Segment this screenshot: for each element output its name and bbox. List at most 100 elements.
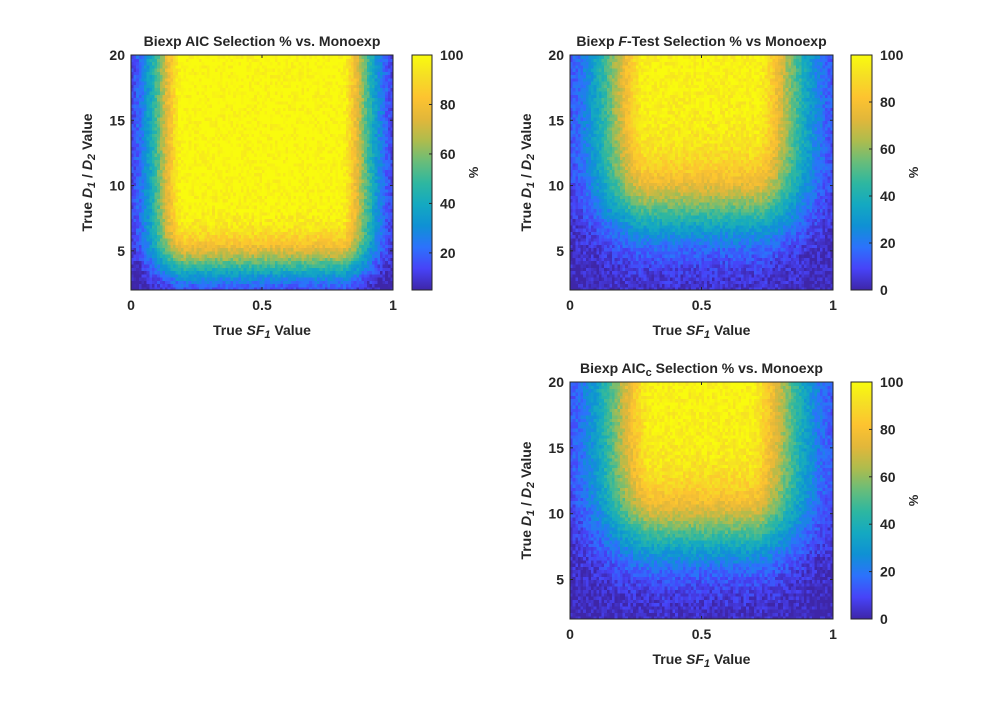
heatmap-cell — [199, 263, 203, 268]
heatmap-cell — [374, 241, 378, 245]
heatmap-cell — [377, 227, 381, 232]
heatmap-cell — [214, 254, 219, 258]
heatmap-cell — [348, 244, 352, 249]
heatmap-cell — [131, 280, 135, 285]
heatmap-cell — [377, 260, 381, 265]
heatmap-cell — [327, 257, 331, 262]
heatmap-cell — [288, 263, 292, 268]
heatmap-cell — [296, 260, 300, 265]
heatmap-cell — [356, 263, 360, 268]
heatmap-cell — [314, 267, 318, 272]
heatmap-cell — [366, 247, 371, 252]
heatmap-cell — [285, 276, 289, 281]
heatmap-cell — [175, 250, 179, 255]
heatmap-cell — [351, 254, 355, 258]
heatmap-cell — [154, 234, 158, 239]
heatmap-cell — [298, 286, 302, 291]
heatmap-cell — [290, 263, 295, 268]
heatmap-cell — [159, 254, 164, 258]
heatmap-cell — [175, 286, 179, 291]
heatmap-cell — [269, 276, 274, 281]
heatmap-cell — [230, 270, 234, 275]
heatmap-cell — [301, 263, 305, 268]
heatmap-cell — [201, 227, 205, 232]
heatmap-cell — [356, 227, 360, 232]
heatmap-cell — [196, 280, 200, 285]
heatmap-cell — [186, 260, 190, 265]
heatmap-cell — [345, 273, 350, 278]
heatmap-cell — [259, 257, 263, 262]
heatmap-cell — [133, 283, 137, 288]
heatmap-cell — [193, 241, 198, 245]
heatmap-cell — [296, 263, 300, 268]
heatmap-cell — [311, 231, 315, 236]
heatmap-cell — [390, 280, 394, 285]
heatmap-cell — [275, 260, 279, 265]
heatmap-cell — [311, 244, 315, 249]
heatmap-cell — [382, 257, 386, 262]
heatmap-cell — [162, 234, 166, 239]
heatmap-cell — [151, 241, 156, 245]
heatmap-cell — [267, 263, 271, 268]
heatmap-cell — [204, 234, 208, 239]
heatmap-cell — [309, 273, 313, 278]
heatmap-cell — [149, 241, 153, 245]
heatmap-cell — [154, 260, 158, 265]
heatmap-cell — [324, 276, 329, 281]
heatmap-cell — [154, 276, 158, 281]
heatmap-cell — [264, 241, 268, 245]
heatmap-cell — [288, 286, 292, 291]
heatmap-cell — [272, 273, 276, 278]
heatmap-cell — [222, 247, 226, 252]
heatmap-cell — [162, 283, 166, 288]
heatmap-cell — [322, 250, 326, 255]
heatmap-cell — [230, 250, 234, 255]
heatmap-cell — [390, 276, 394, 281]
heatmap-cell — [159, 231, 164, 236]
heatmap-cell — [214, 231, 219, 236]
heatmap-cell — [170, 263, 174, 268]
heatmap-cell — [317, 276, 321, 281]
heatmap-cell — [332, 244, 336, 249]
heatmap-cell — [309, 283, 313, 288]
heatmap-cell — [364, 257, 368, 262]
heatmap-cell — [144, 247, 148, 252]
heatmap-cell — [322, 231, 326, 236]
heatmap-cell — [382, 241, 386, 245]
heatmap-cell — [303, 283, 308, 288]
heatmap-cell — [241, 227, 245, 232]
heatmap-cell — [306, 237, 310, 242]
heatmap-cell — [345, 263, 350, 268]
heatmap-cell — [188, 231, 192, 236]
heatmap-cell — [382, 267, 386, 272]
heatmap-cell — [154, 263, 158, 268]
heatmap-cell — [372, 267, 376, 272]
heatmap-cell — [227, 276, 232, 281]
heatmap-cell — [340, 276, 344, 281]
heatmap-cell — [379, 286, 384, 291]
heatmap-cell — [206, 273, 211, 278]
heatmap-cell — [385, 273, 389, 278]
heatmap-cell — [364, 280, 368, 285]
heatmap-cell — [191, 237, 195, 242]
heatmap-cell — [364, 263, 368, 268]
heatmap-cell — [387, 234, 391, 239]
heatmap-cell — [136, 270, 140, 275]
heatmap-cell — [154, 254, 158, 258]
heatmap-cell — [212, 234, 216, 239]
heatmap-cell — [324, 260, 329, 265]
heatmap-cell — [332, 234, 336, 239]
heatmap-cell — [301, 257, 305, 262]
heatmap-cell — [374, 286, 378, 291]
heatmap-cell — [267, 276, 271, 281]
heatmap-cell — [209, 244, 213, 249]
heatmap-cell — [230, 227, 234, 232]
heatmap-cell — [225, 263, 229, 268]
heatmap-cell — [154, 280, 158, 285]
heatmap-cell — [382, 276, 386, 281]
heatmap-cell — [220, 283, 224, 288]
heatmap-cell — [188, 263, 192, 268]
heatmap-cell — [209, 270, 213, 275]
heatmap-cell — [343, 254, 347, 258]
heatmap-cell — [214, 270, 219, 275]
